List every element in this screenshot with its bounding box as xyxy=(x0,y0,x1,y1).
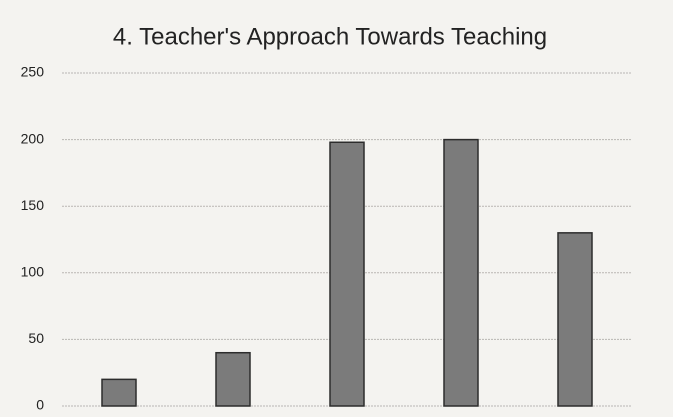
bar xyxy=(443,138,479,407)
chart-title: 4. Teacher's Approach Towards Teaching xyxy=(113,23,547,50)
bar xyxy=(557,232,593,407)
y-tick-label: 50 xyxy=(28,330,44,346)
bar xyxy=(215,351,251,407)
y-tick-label: 0 xyxy=(36,397,44,413)
bar xyxy=(329,141,365,407)
bar xyxy=(101,378,137,407)
y-tick-label: 250 xyxy=(21,64,45,80)
y-tick-label: 100 xyxy=(21,264,45,280)
y-tick-label: 150 xyxy=(21,197,45,213)
y-tick-label: 200 xyxy=(21,130,45,146)
